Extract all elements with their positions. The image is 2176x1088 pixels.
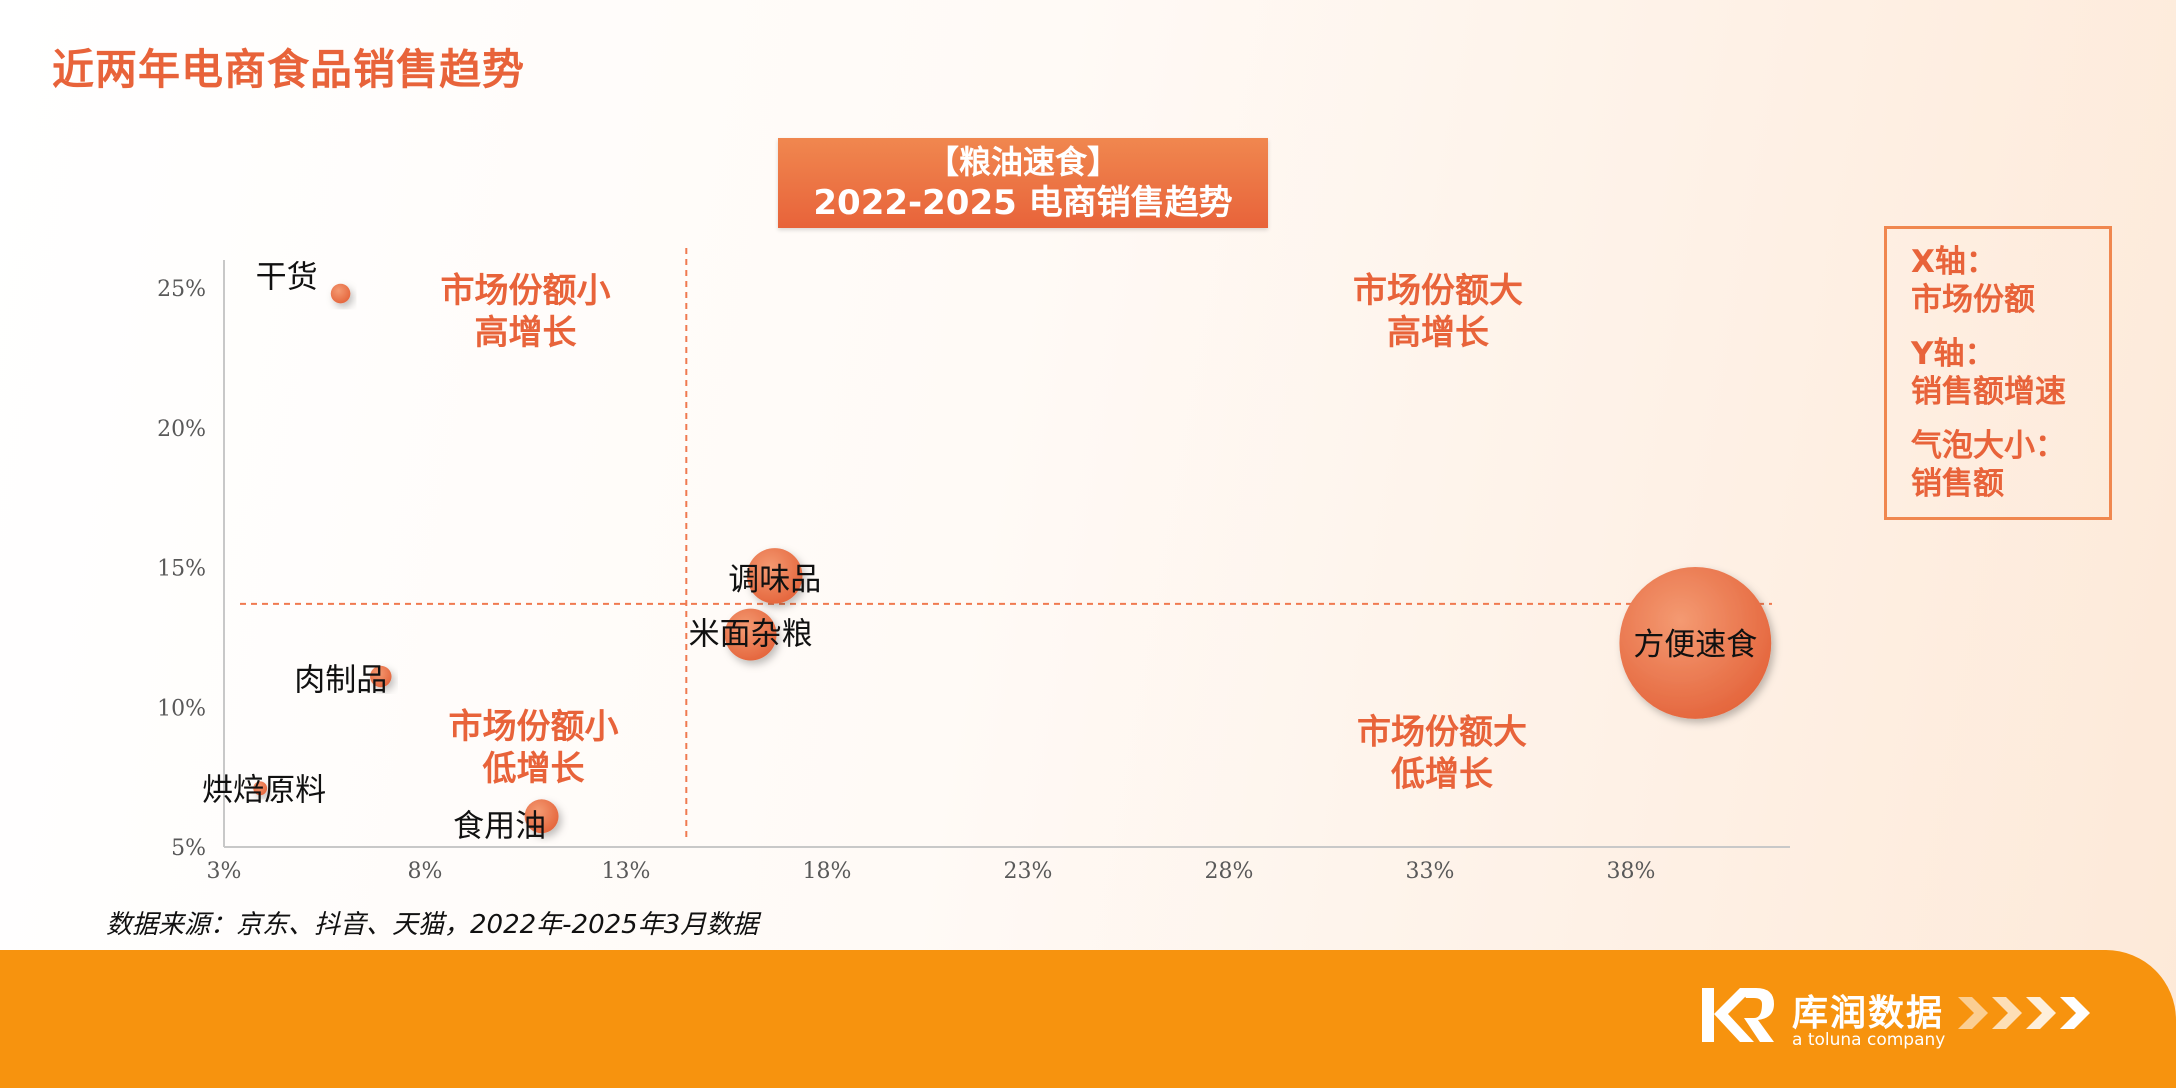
brand-name: 库润数据 [1792,993,1945,1034]
y-tick-label: 5% [171,836,206,861]
chart-header: 【粮油速食】 2022-2025 电商销售趋势 [778,138,1268,228]
x-tick-label: 13% [602,859,651,884]
brand-logo-icon [1702,988,1774,1042]
axis-legend: X轴： 市场份额 Y轴： 销售额增速 气泡大小： 销售额 [1884,226,2112,520]
footer-bar [0,950,2176,1088]
quadrant-label-line: 高增长 [1387,313,1489,353]
bubble-point [330,283,351,304]
bubble-label: 干货 [256,260,318,296]
bubble-label: 调味品 [728,562,821,598]
page-title: 近两年电商食品销售趋势 [52,45,526,94]
x-tick-label: 33% [1406,859,1455,884]
bubble-point [747,548,803,604]
legend-y-axis: Y轴： 销售额增速 [1911,335,2109,411]
quadrant-label-line: 低增长 [1391,755,1493,795]
chart-header-category: 【粮油速食】 [926,143,1119,181]
quadrant-label-line: 市场份额小 [441,271,611,311]
bubble-label: 食用油 [453,808,546,844]
x-tick-label: 28% [1205,859,1254,884]
quadrant-label-line: 市场份额大 [1357,713,1527,753]
y-tick-label: 15% [157,557,206,582]
bubble-chart: 3% 8% 13% 18% 23% 28% 33% 38% 5% 10% 15% 20% 25% 市场份… [157,248,1790,884]
legend-y-axis-title: Y轴： [1911,336,1996,372]
legend-bubble-desc: 销售额 [1911,466,2004,502]
bubble-label: 方便速食 [1633,627,1757,663]
bubble-point [370,665,392,688]
legend-bubble-size: 气泡大小： 销售额 [1911,427,2109,503]
quadrant-label-line: 市场份额大 [1353,271,1523,311]
x-tick-label: 23% [1004,859,1053,884]
y-tick-label: 10% [157,696,206,721]
bubble-label: 米面杂粮 [689,617,813,653]
bubble-point [724,608,777,661]
legend-bubble-title: 气泡大小： [1911,428,2066,464]
chevron-arrows-icon [1958,997,2090,1029]
brand-tagline: a toluna company [1792,1030,1946,1050]
y-tick-label: 20% [157,417,206,442]
legend-y-axis-desc: 销售额增速 [1911,374,2066,410]
legend-x-axis-title: X轴： [1911,244,1997,280]
quadrant-label-line: 市场份额小 [449,707,619,747]
x-tick-label: 8% [408,859,443,884]
bubble-point [524,799,559,834]
bubble-label: 烘焙原料 [202,772,326,808]
bubble-point [1619,567,1772,719]
legend-x-axis-desc: 市场份额 [1911,282,2035,318]
x-tick-label: 3% [207,859,242,884]
y-tick-label: 25% [157,277,206,302]
quadrant-label-line: 高增长 [475,313,577,353]
chart-header-subtitle: 2022-2025 电商销售趋势 [813,183,1233,223]
bubble-label: 肉制品 [294,663,387,699]
quadrant-label-line: 低增长 [483,749,585,789]
bubble-point [253,781,268,796]
x-tick-label: 18% [803,859,852,884]
data-source-note: 数据来源：京东、抖音、天猫，2022年-2025年3月数据 [106,910,759,940]
x-tick-label: 38% [1607,859,1656,884]
legend-x-axis: X轴： 市场份额 [1911,243,2109,319]
